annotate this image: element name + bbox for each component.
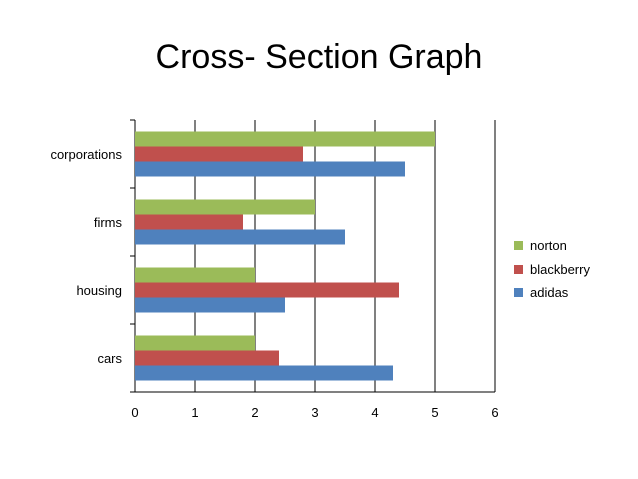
x-tick-label: 4 [371,405,378,420]
legend-label: adidas [530,285,569,301]
x-tick-label: 0 [131,405,138,420]
bar-adidas-firms [135,229,345,245]
bar-blackberry-firms [135,214,243,230]
x-tick-label: 3 [311,405,318,420]
legend-swatch [514,264,523,274]
bar-adidas-corporations [135,161,405,177]
category-label: corporations [50,147,122,162]
legend-swatch [514,288,523,298]
chart-legend: norton blackberry adidas [514,234,590,305]
bar-blackberry-corporations [135,146,303,162]
legend-label: blackberry [530,261,590,277]
legend-swatch [514,241,523,251]
bar-blackberry-cars [135,350,279,366]
bar-norton-housing [135,267,255,283]
bar-adidas-housing [135,297,285,313]
bar-norton-firms [135,199,315,215]
legend-label: norton [530,238,567,254]
legend-item-blackberry: blackberry [514,258,590,282]
x-tick-label: 6 [491,405,498,420]
x-tick-label: 2 [251,405,258,420]
category-label: firms [94,215,123,230]
category-label: cars [97,351,122,366]
bar-adidas-cars [135,365,393,381]
legend-item-adidas: adidas [514,281,590,305]
x-tick-label: 1 [191,405,198,420]
x-tick-label: 5 [431,405,438,420]
bar-norton-corporations [135,131,435,147]
legend-item-norton: norton [514,234,590,258]
category-label: housing [76,283,122,298]
bar-blackberry-housing [135,282,399,298]
chart-title: Cross- Section Graph [155,38,483,76]
bar-norton-cars [135,335,255,351]
